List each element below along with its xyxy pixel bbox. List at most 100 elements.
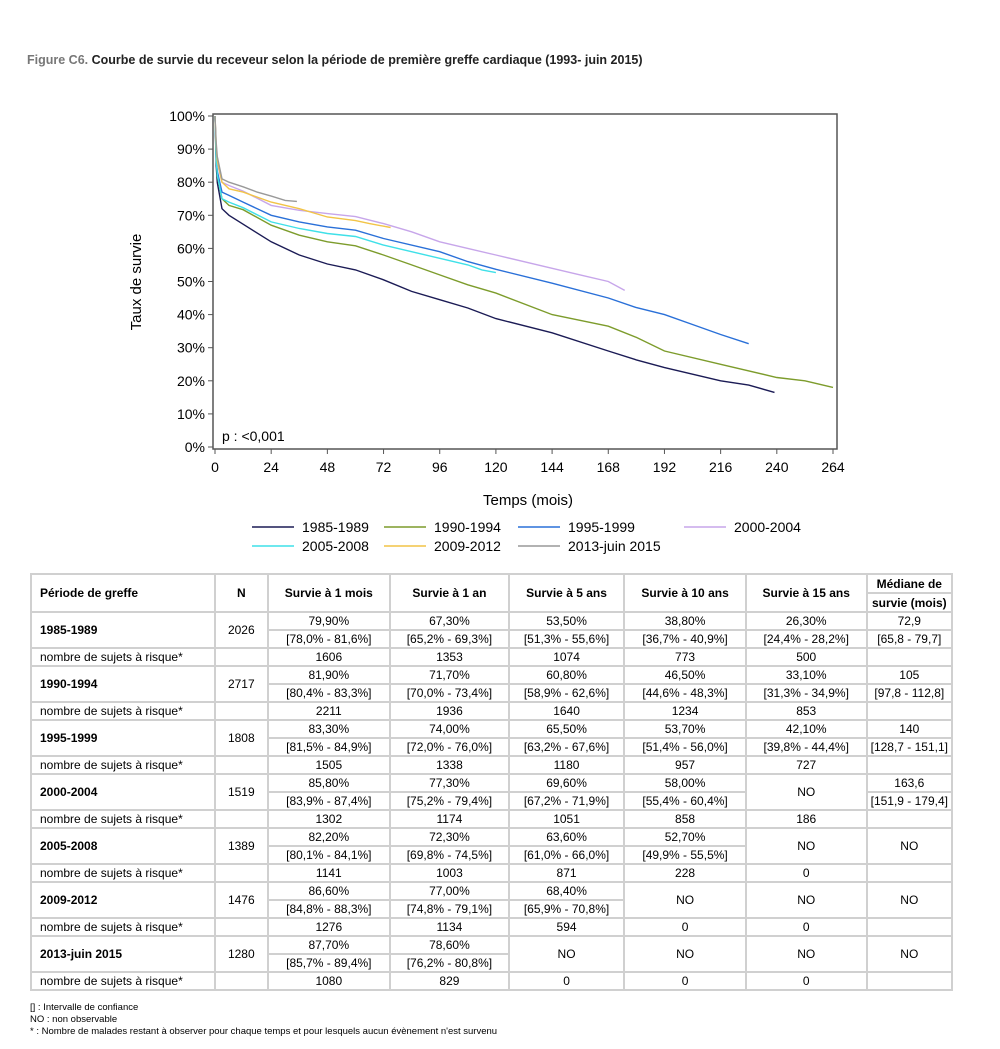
ci-cell: [78,0% - 81,6%] [266, 629, 392, 649]
period-cell: 2013-juin 2015 [30, 935, 216, 973]
risk-cell: 2211 [266, 701, 392, 721]
survival-table: Période de greffe N Survie à 1 mois Survie … [30, 573, 954, 991]
y-tick-label: 100% [169, 108, 205, 124]
risk-cell: 500 [744, 647, 868, 667]
risk-cell: 853 [744, 701, 868, 721]
series-line-1995-1999 [214, 115, 749, 345]
risk-cell: 1174 [389, 809, 510, 829]
x-tick-label: 240 [765, 459, 789, 475]
value-cell: 67,30% [389, 611, 510, 631]
ci-cell: [58,9% - 62,6%] [507, 683, 626, 703]
risk-cell [865, 809, 954, 829]
risk-cell: 228 [623, 863, 747, 883]
risk-cell [865, 701, 954, 721]
value-cell: 52,70% [623, 827, 747, 847]
value-cell: 65,50% [507, 719, 626, 739]
value-cell: NO [623, 881, 747, 919]
empty-cell [214, 701, 269, 721]
value-cell: 71,70% [389, 665, 510, 685]
value-cell: 163,6 [865, 773, 954, 793]
value-cell: NO [865, 881, 954, 919]
risk-cell: 0 [744, 917, 868, 937]
empty-cell [214, 647, 269, 667]
n-cell: 2026 [214, 611, 269, 649]
period-cell: 1990-1994 [30, 665, 216, 703]
ci-cell: [74,8% - 79,1%] [389, 899, 510, 919]
ci-cell: [80,4% - 83,3%] [266, 683, 392, 703]
value-cell: NO [865, 935, 954, 973]
plot-frame [212, 113, 838, 450]
value-cell: 46,50% [623, 665, 747, 685]
risk-cell: 1302 [266, 809, 392, 829]
x-tick-label: 168 [597, 459, 621, 475]
risk-label: nombre de sujets à risque* [30, 809, 216, 829]
legend-label: 2005-2008 [302, 538, 369, 554]
table-row: 2013-juin 2015 1280 87,70% 78,60% NO NO NO NO [30, 935, 954, 973]
series-line-1990-1994 [214, 115, 834, 389]
x-tick-label: 120 [484, 459, 508, 475]
column-header: Médiane de [865, 573, 954, 594]
risk-cell: 858 [623, 809, 747, 829]
risk-cell: 1080 [266, 971, 392, 991]
figure-label: Figure C6. [27, 53, 89, 67]
y-axis-label: Taux de survie [128, 234, 145, 331]
y-tick-label: 90% [177, 141, 205, 157]
table-row: [83,9% - 87,4%] [75,2% - 79,4%] [67,2% - 7… [31, 791, 954, 811]
value-cell: 85,80% [266, 773, 392, 793]
ci-cell: [97,8 - 112,8] [865, 683, 954, 703]
value-cell: 58,00% [623, 773, 747, 793]
value-cell: 42,10% [744, 719, 868, 739]
legend-label: 1995-1999 [568, 519, 635, 535]
x-tick-label: 216 [709, 459, 733, 475]
risk-cell: 1180 [507, 755, 626, 775]
table-row: [78,0% - 81,6%] [65,2% - 69,3%] [51,3% - 5… [31, 629, 954, 649]
risk-cell: 0 [623, 917, 747, 937]
period-cell: 2000-2004 [30, 773, 216, 811]
value-cell: 68,40% [507, 881, 626, 901]
ci-cell: [49,9% - 55,5%] [623, 845, 747, 865]
period-cell: 2009-2012 [30, 881, 216, 919]
y-tick-label: 50% [177, 274, 205, 290]
ci-cell: [81,5% - 84,9%] [266, 737, 392, 757]
series-line-2013-juin 2015 [214, 115, 297, 203]
table-row: nombre de sujets à risque* 1606 1353 1074 77… [30, 647, 954, 667]
table-row: [81,5% - 84,9%] [72,0% - 76,0%] [63,2% - 6… [31, 737, 954, 757]
empty-cell [214, 917, 269, 937]
value-cell: 72,9 [865, 611, 954, 631]
table-row: nombre de sujets à risque* 1080 829 0 0 0 [30, 971, 954, 991]
period-cell: 1995-1999 [30, 719, 216, 757]
x-tick-label: 72 [376, 459, 392, 475]
value-cell: 81,90% [266, 665, 392, 685]
risk-cell: 957 [623, 755, 747, 775]
risk-cell: 773 [623, 647, 747, 667]
value-cell: 26,30% [744, 611, 868, 631]
legend-label: 2013-juin 2015 [568, 538, 661, 554]
ci-cell: [65,9% - 70,8%] [507, 899, 626, 919]
risk-cell: 1338 [389, 755, 510, 775]
value-cell: 87,70% [266, 935, 392, 955]
value-cell: 78,60% [389, 935, 510, 955]
value-cell: NO [507, 935, 626, 973]
value-cell: 86,60% [266, 881, 392, 901]
ci-cell: [44,6% - 48,3%] [623, 683, 747, 703]
y-tick-label: 10% [177, 406, 205, 422]
value-cell: 60,80% [507, 665, 626, 685]
risk-cell: 1640 [507, 701, 626, 721]
table-row: 1995-1999 1808 83,30% 74,00% 65,50% 53,70% 42,… [30, 719, 954, 757]
value-cell: 105 [865, 665, 954, 685]
risk-cell: 594 [507, 917, 626, 937]
table-row: [84,8% - 88,3%] [74,8% - 79,1%] [65,9% - 7… [31, 899, 952, 919]
value-cell: NO [744, 935, 868, 973]
risk-cell: 0 [744, 863, 868, 883]
risk-label: nombre de sujets à risque* [30, 755, 216, 775]
y-tick-label: 0% [185, 439, 205, 455]
table-row: [80,1% - 84,1%] [69,8% - 74,5%] [61,0% - 6… [31, 845, 952, 865]
risk-cell [865, 917, 954, 937]
ci-cell: [83,9% - 87,4%] [266, 791, 392, 811]
legend-label: 1990-1994 [434, 519, 501, 535]
column-header: N [214, 573, 269, 613]
risk-cell [865, 971, 954, 991]
value-cell: NO [623, 935, 747, 973]
value-cell: 74,00% [389, 719, 510, 739]
column-header: Survie à 15 ans [744, 573, 868, 613]
